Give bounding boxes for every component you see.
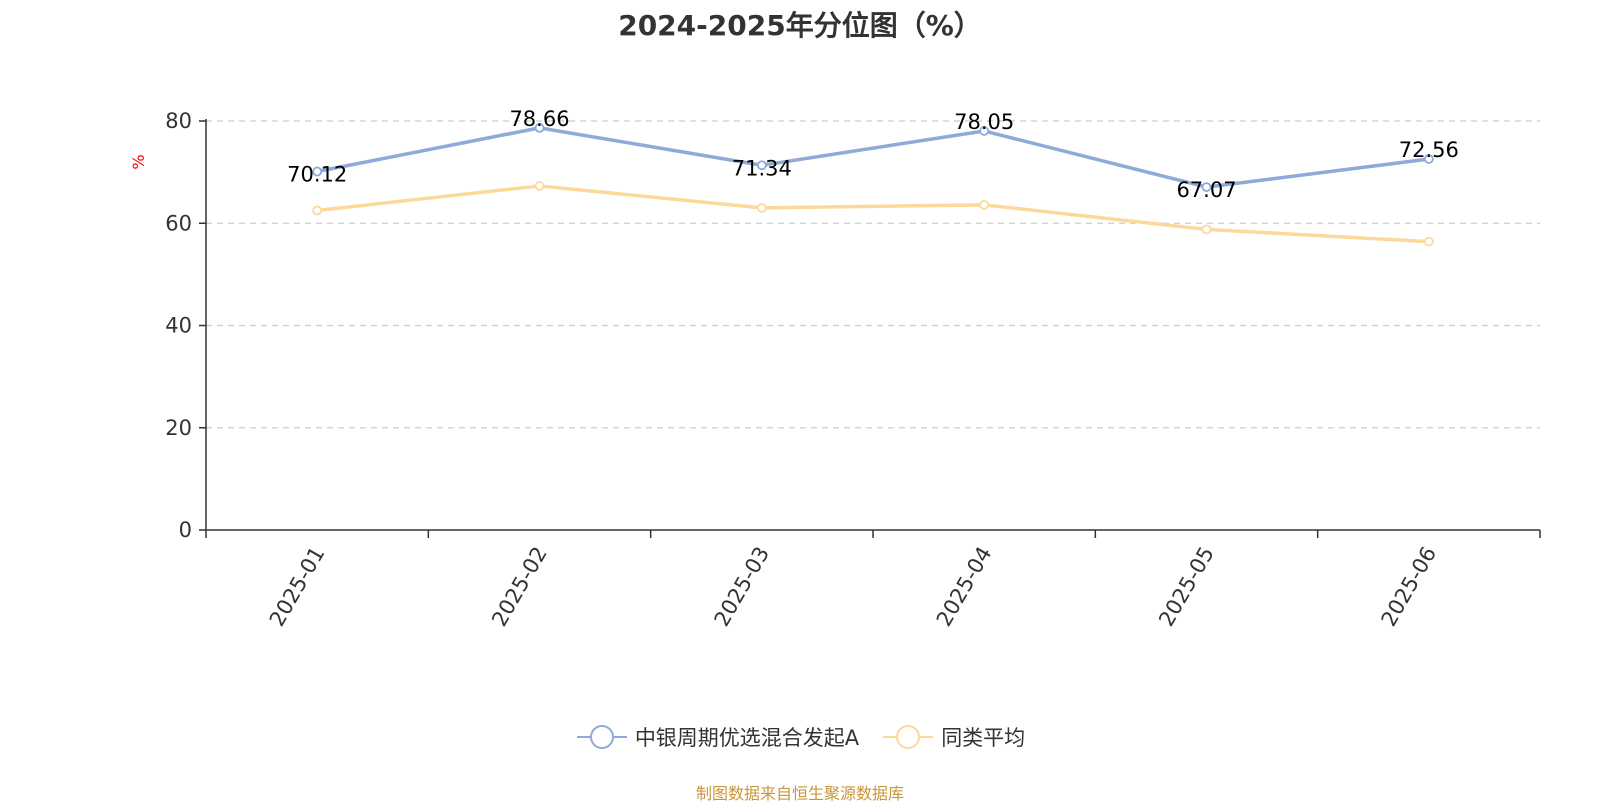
series-0-point [756, 160, 767, 171]
data-label: 78.05 [954, 110, 1014, 134]
legend-item-0[interactable]: 中银周期优选混合发起A [575, 722, 859, 752]
series-1-point [756, 203, 767, 213]
legend-swatch-circle [896, 725, 921, 749]
series-lines [312, 122, 1434, 247]
series-0-point [979, 126, 990, 136]
series-line-1 [315, 184, 1431, 244]
legend-item-1[interactable]: 同类平均 [881, 722, 1025, 752]
y-tick-label: 60 [165, 211, 192, 235]
axes: 0 20 40 60 80 2025-01 2025-02 2025-03 2025-04 202… [165, 109, 1541, 631]
x-tick-label: 2025-04 [932, 543, 997, 631]
series-1-point [1201, 224, 1212, 235]
series-0-point [312, 166, 323, 177]
legend: 中银周期优选混合发起A 同类平均 [0, 722, 1600, 752]
y-tick-label: 80 [165, 109, 192, 133]
x-tick-label: 2025-06 [1377, 543, 1442, 631]
x-tick-label: 2025-02 [487, 543, 552, 631]
chart-title: 2024-2025年分位图（%） [618, 9, 982, 42]
series-0-point [534, 122, 545, 133]
series-1-point [534, 181, 545, 191]
series-0-point [1201, 182, 1212, 193]
series-1-point [312, 205, 323, 216]
data-labels: 70.12 78.66 71.34 78.05 67.07 72.56 [287, 107, 1459, 202]
series-1-point [979, 199, 990, 210]
legend-swatch-circle [589, 725, 614, 749]
x-tick-label: 2025-05 [1154, 543, 1219, 631]
legend-swatch-icon [883, 725, 934, 749]
y-tick-label: 20 [165, 416, 192, 440]
data-label: 71.34 [732, 156, 792, 180]
series-0-point [1423, 154, 1434, 164]
series-line-0 [315, 126, 1431, 189]
y-tick-label: 0 [179, 518, 192, 542]
y-tick-label: 40 [165, 314, 192, 338]
source-note: 制图数据来自恒生聚源数据库 [695, 784, 904, 803]
series-1-point [1423, 236, 1434, 247]
data-label: 70.12 [287, 163, 347, 187]
data-label: 67.07 [1176, 178, 1236, 202]
y-axis-unit-label: % [129, 154, 148, 169]
legend-label: 同类平均 [941, 726, 1026, 750]
legend-swatch-icon [576, 725, 627, 749]
data-label: 78.66 [509, 107, 569, 131]
data-label: 72.56 [1399, 138, 1459, 162]
gridlines [206, 120, 1540, 429]
x-tick-label: 2025-01 [265, 543, 330, 631]
legend-label: 中银周期优选混合发起A [634, 726, 860, 750]
x-tick-label: 2025-03 [710, 543, 775, 631]
